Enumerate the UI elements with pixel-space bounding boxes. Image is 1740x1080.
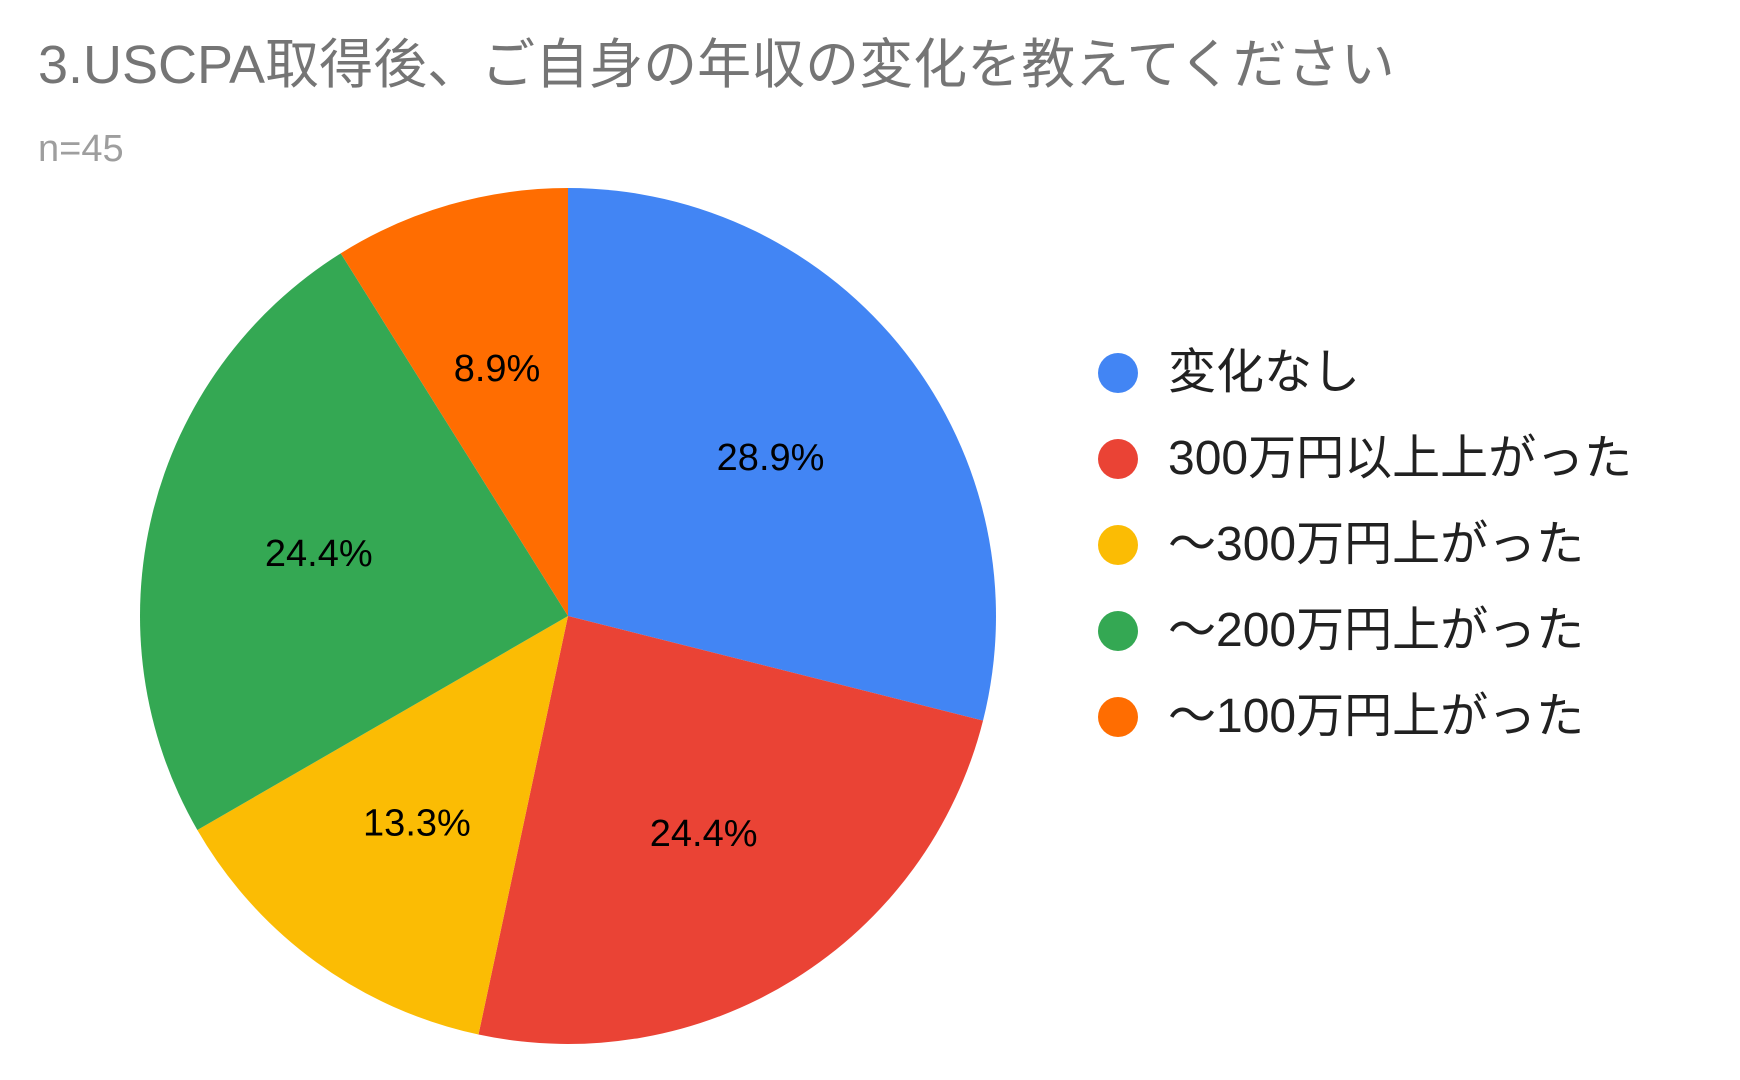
pie-slice-label-3: 24.4% xyxy=(265,533,373,575)
pie-slices xyxy=(139,188,996,1044)
legend-item-1: 300万円以上上がった xyxy=(1098,416,1632,502)
pie-slice-label-4: 8.9% xyxy=(454,348,541,390)
pie-slice-label-1: 24.4% xyxy=(650,813,758,855)
pie-slice-4 xyxy=(340,188,568,616)
legend-dot-icon xyxy=(1098,353,1138,393)
legend-item-4: 〜100万円上がった xyxy=(1098,674,1632,760)
pie-slice-0 xyxy=(568,188,996,721)
legend-label: 〜100万円上がった xyxy=(1168,690,1585,743)
chart-subtitle: n=45 xyxy=(38,128,124,170)
legend-item-2: 〜300万円上がった xyxy=(1098,502,1632,588)
legend-label: 変化なし xyxy=(1168,346,1361,399)
legend-dot-icon xyxy=(1098,525,1138,565)
chart-title: 3.USCPA取得後、ご自身の年収の変化を教えてください xyxy=(38,35,1395,95)
pie-slice-1 xyxy=(478,616,984,1044)
pie-slice-2 xyxy=(197,616,568,1035)
legend: 変化なし 300万円以上上がった 〜300万円上がった 〜200万円上がった 〜100万… xyxy=(1098,330,1632,760)
pie-slice-3 xyxy=(139,253,569,830)
pie-slice-label-2: 13.3% xyxy=(363,803,471,845)
legend-dot-icon xyxy=(1098,697,1138,737)
pie-labels: 28.9% 24.4% 13.3% 24.4% 8.9% xyxy=(265,348,825,855)
legend-label: 〜200万円上がった xyxy=(1168,604,1585,657)
pie-slice-label-0: 28.9% xyxy=(717,437,825,479)
legend-dot-icon xyxy=(1098,611,1138,651)
legend-item-0: 変化なし xyxy=(1098,330,1632,416)
legend-label: 300万円以上上がった xyxy=(1168,432,1633,485)
legend-label: 〜300万円上がった xyxy=(1168,518,1585,571)
legend-item-3: 〜200万円上がった xyxy=(1098,588,1632,674)
legend-dot-icon xyxy=(1098,439,1138,479)
